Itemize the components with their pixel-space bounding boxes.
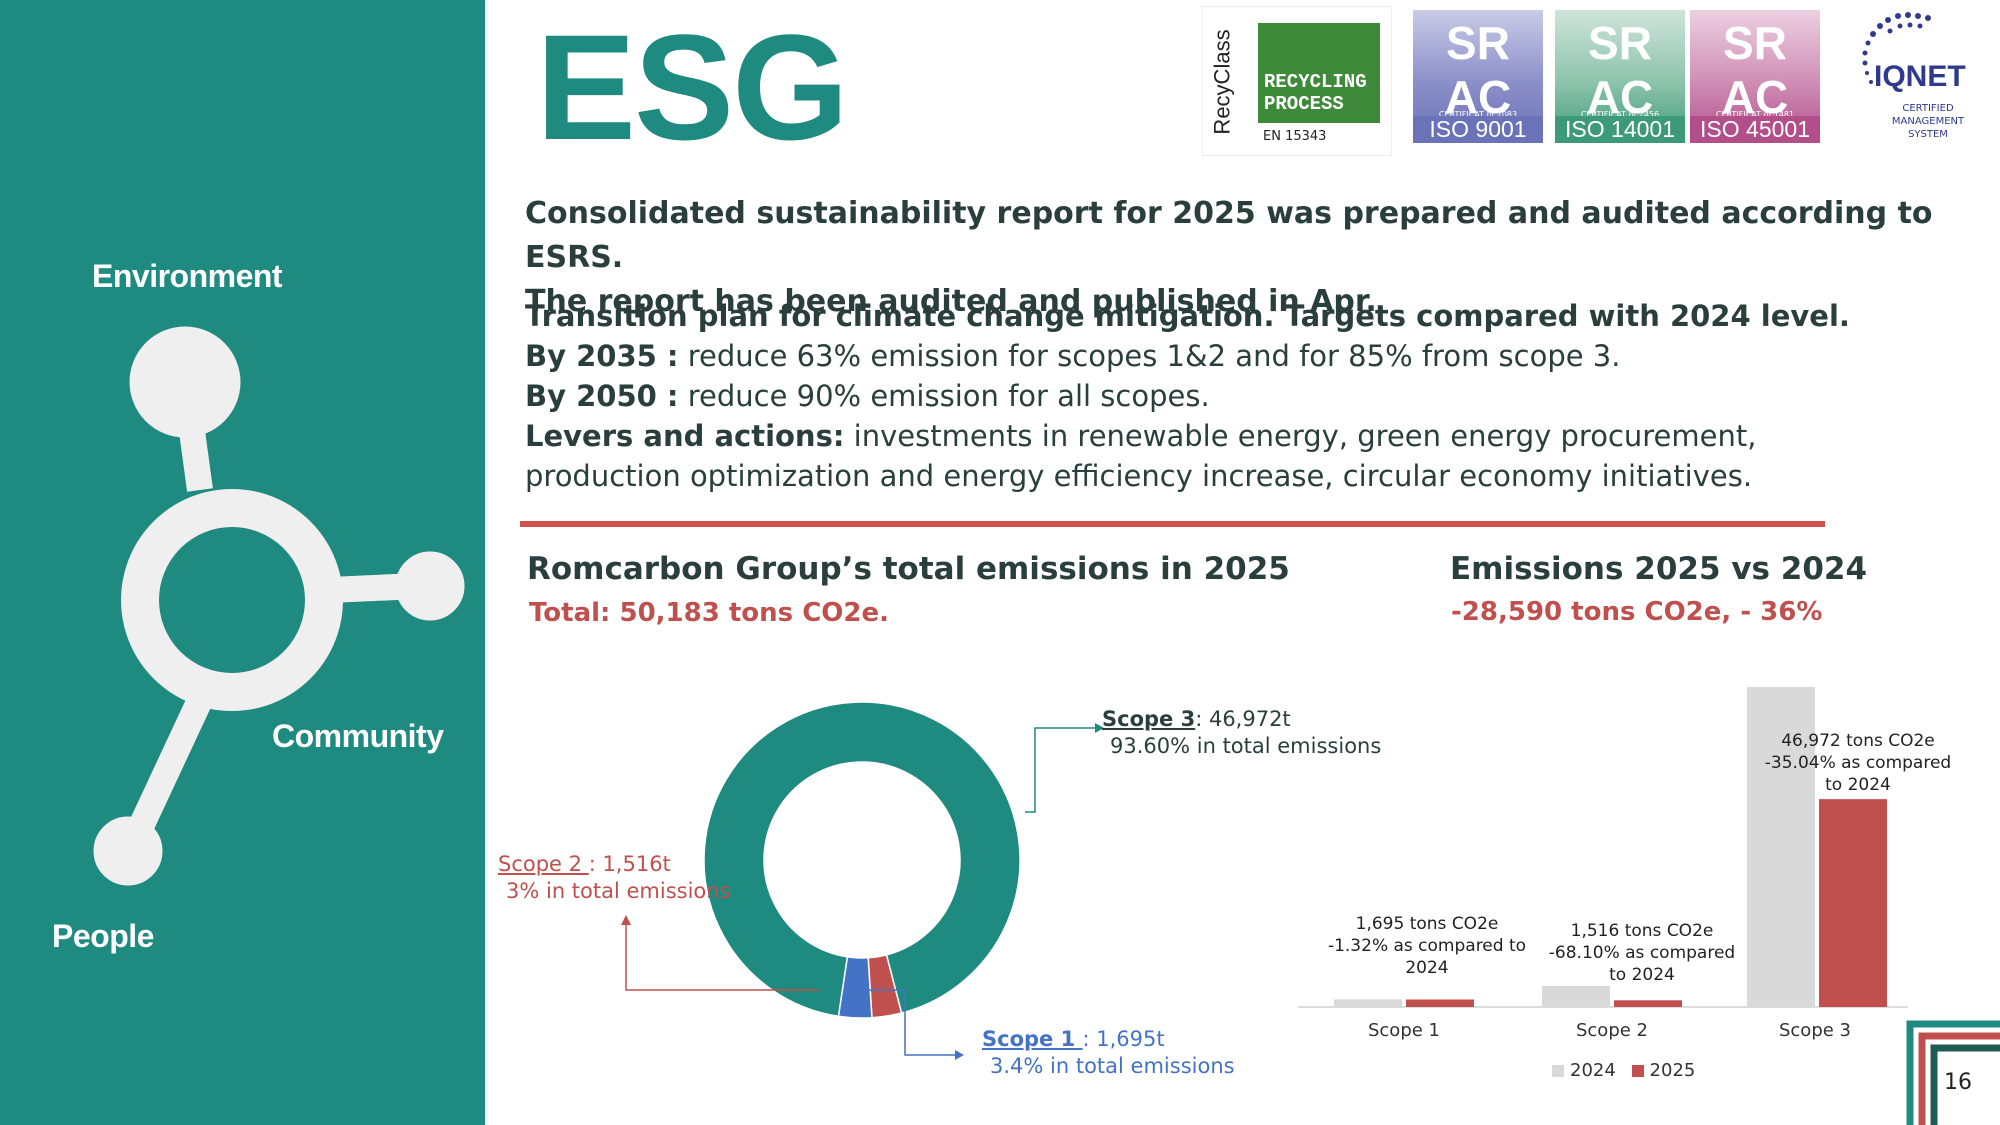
donut-slice-scope-3 (703, 701, 1021, 1018)
scope2-bar-label: 1,516 tons CO2e -68.10% as compared to 202… (1548, 921, 1736, 985)
srac-iso9001-logo: SR AC CERTIFICAT nr.7083 ISO 9001 (1413, 10, 1543, 143)
intro-line-1: Consolidated sustainability report for 2… (525, 196, 1933, 275)
environment-label: Environment (92, 258, 283, 294)
legend-swatch-2024 (1552, 1065, 1564, 1077)
by2050-label: By 2050 : (525, 379, 679, 413)
intro-paragraph: Consolidated sustainability report for 2… (525, 192, 2000, 324)
by2050-text: reduce 90% emission for all scopes. (678, 379, 1210, 413)
corner-brand-icon (1906, 1020, 2000, 1125)
total-emissions-value: Total: 50,183 tons CO2e. (529, 598, 889, 628)
people-label: People (52, 918, 154, 954)
iqnet-dots-icon (1862, 12, 1931, 84)
sidebar: Environment Community People (0, 0, 485, 1125)
scope1-callout: Scope 1 : 1,695t 3.4% in total emissions (982, 1026, 1235, 1080)
x-tick-scope1: Scope 1 (1367, 1020, 1440, 1041)
people-node-icon (93, 816, 163, 886)
levers-text: investments in renewable energy, green e… (844, 419, 1757, 453)
levers-label: Levers and actions: (525, 419, 845, 453)
x-tick-scope2: Scope 2 (1575, 1020, 1648, 1041)
legend-label-2025: 2025 (1649, 1060, 1696, 1081)
bar-scope-3-2024 (1747, 687, 1815, 1007)
page-number: 16 (1944, 1070, 1972, 1095)
scope1-callout-name: Scope 1 (982, 1027, 1083, 1051)
comparison-heading: Emissions 2025 vs 2024 (1450, 551, 1868, 587)
intro-line-2: The report has been audited and publishe… (525, 284, 1377, 319)
scope3-callout-name: Scope 3 (1102, 707, 1196, 731)
srac-iso45001-logo: SR AC CERTIFICAT nr.1481 ISO 45001 (1690, 10, 1820, 143)
community-label: Community (272, 718, 444, 754)
scope3-bar-label: 46,972 tons CO2e -35.04% as compared to 20… (1764, 731, 1952, 795)
scope2-callout: Scope 2 : 1,516t 3% in total emissions (498, 851, 731, 905)
bar-scope-2-2025 (1614, 1000, 1682, 1007)
comparison-delta: -28,590 tons CO2e, - 36% (1451, 597, 1823, 627)
community-node-icon (395, 551, 465, 621)
scope2-callout-name: Scope 2 (498, 852, 589, 876)
legend-label-2024: 2024 (1570, 1060, 1616, 1081)
bar-scope-1-2024 (1334, 999, 1402, 1007)
by2035-text: reduce 63% emission for scopes 1&2 and f… (678, 339, 1621, 373)
environment-node-icon (129, 326, 241, 438)
scope1-bar-label: 1,695 tons CO2e -1.32% as compared to 2024 (1327, 914, 1527, 978)
scope3-callout-share: 93.60% in total emissions (1110, 734, 1382, 758)
scope3-callout-value: : 46,972t (1195, 707, 1291, 731)
iqnet-logo: IQNET CERTIFIED MANAGEMENT SYSTEM (1838, 8, 1988, 148)
legend-swatch-2025 (1631, 1065, 1644, 1077)
transition-plan: Transition plan for climate change mitig… (525, 296, 1850, 496)
scope1-callout-value: : 1,695t (1082, 1027, 1165, 1051)
scope2-callout-value: : 1,516t (588, 852, 671, 876)
scope1-callout-share: 3.4% in total emissions (990, 1054, 1235, 1078)
total-emissions-heading: Romcarbon Group’s total emissions in 202… (527, 551, 1290, 587)
bar-scope-3-2025 (1819, 799, 1887, 1007)
bar-legend: 2024 2025 (1552, 1060, 1695, 1081)
scope2-callout-share: 3% in total emissions (506, 879, 731, 903)
by2035-label: By 2035 : (525, 339, 679, 373)
esg-pillars-graphic (93, 326, 465, 886)
scope3-callout: Scope 3: 46,972t 93.60% in total emissio… (1102, 706, 1381, 760)
transition-heading: Transition plan for climate change mitig… (525, 299, 1850, 333)
hub-ring-icon (121, 489, 343, 711)
levers-text-2: production optimization and energy effic… (525, 459, 1753, 493)
page-title: ESG (536, 3, 849, 171)
bar-scope-2-2024 (1542, 985, 1610, 1007)
section-divider (520, 521, 1825, 527)
recyclass-logo: RecyClass RECYCLING PROCESS EN 15343 (1202, 6, 1392, 156)
x-tick-scope3: Scope 3 (1778, 1020, 1851, 1041)
srac-iso14001-logo: SR AC CERTIFICAT nr.2456 ISO 14001 (1555, 10, 1685, 143)
donut-slice-scope-1 (837, 956, 873, 1019)
bar-scope-1-2025 (1406, 999, 1474, 1007)
